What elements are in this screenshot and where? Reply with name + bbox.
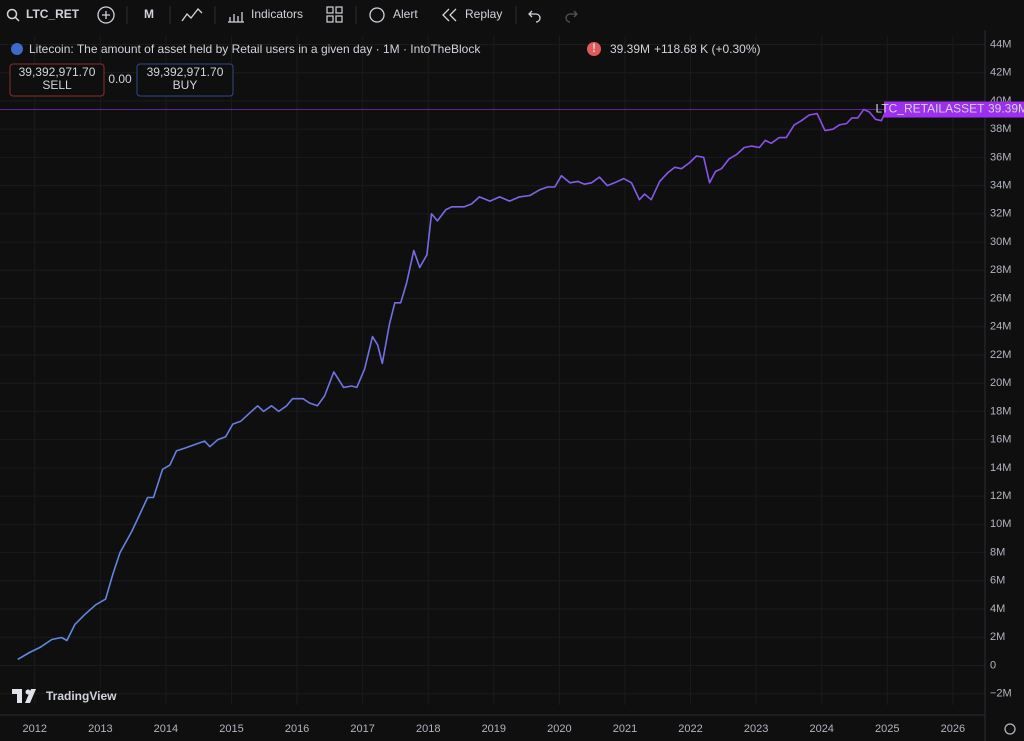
series-name: LTC_RETAILASSETS: [876, 102, 993, 116]
y-tick-label: 34M: [990, 180, 1011, 192]
chart-type[interactable]: [181, 8, 203, 22]
y-tick-label: 26M: [990, 292, 1011, 304]
x-tick-label: 2015: [219, 723, 243, 735]
x-tick-label: 2025: [875, 723, 899, 735]
y-tick-label: 2M: [990, 631, 1005, 643]
search-icon[interactable]: [6, 8, 18, 20]
settings-icon[interactable]: [1004, 723, 1016, 735]
legend-title: Litecoin: The amount of asset held by Re…: [29, 42, 481, 56]
redo[interactable]: [565, 10, 578, 23]
x-tick-label: 2021: [613, 723, 637, 735]
price-tag: [985, 101, 1024, 118]
y-tick-label: 6M: [990, 575, 1005, 587]
y-tick-label: 12M: [990, 490, 1011, 502]
sell-price: 39,392,971.70: [19, 65, 96, 79]
watermark: TradingView: [46, 689, 117, 703]
x-tick-label: 2019: [482, 723, 506, 735]
replay-button[interactable]: Replay: [465, 7, 502, 21]
warning-icon[interactable]: [587, 42, 601, 56]
spread: 0.00: [108, 72, 132, 86]
x-tick-label: 2012: [23, 723, 47, 735]
sell-button[interactable]: [9, 63, 105, 97]
x-tick-label: 2022: [678, 723, 702, 735]
alert-icon[interactable]: [369, 7, 385, 23]
y-tick-label: 18M: [990, 405, 1011, 417]
y-tick-label: 28M: [990, 264, 1011, 276]
y-tick-label: 20M: [990, 377, 1011, 389]
logo-mark: [25, 689, 31, 695]
indicators-icon[interactable]: [228, 12, 244, 23]
x-tick-label: 2017: [350, 723, 374, 735]
y-tick-label: 10M: [990, 518, 1011, 530]
x-tick-label: 2024: [809, 723, 833, 735]
add-symbol-plus: [102, 11, 110, 19]
coin-icon: [11, 43, 23, 55]
y-tick-label: 8M: [990, 546, 1005, 558]
toolbar-bg: [0, 0, 1024, 30]
plot-area: −2M 0 2M 4M 6M 8M 10M 12M 14M 16M 18M 20M 22M 24M 26M 2…: [0, 30, 1012, 741]
y-tick-label: 22M: [990, 349, 1011, 361]
x-tick-label: 2016: [285, 723, 309, 735]
legend-change: +118.68 K (+0.30%): [654, 42, 761, 56]
y-tick-label: 32M: [990, 208, 1011, 220]
series-line: [17, 108, 888, 661]
y-tick-label: 44M: [990, 38, 1011, 50]
x-tick-label: 2023: [744, 723, 768, 735]
indicators-button[interactable]: Indicators: [251, 7, 303, 21]
warning-mark: !: [592, 41, 596, 55]
templates-icon[interactable]: [326, 6, 343, 23]
y-tick-label: 42M: [990, 67, 1011, 79]
buy-price: 39,392,971.70: [147, 65, 224, 79]
alert-button[interactable]: Alert: [393, 7, 418, 21]
y-tick-label: 16M: [990, 434, 1011, 446]
add-symbol[interactable]: [97, 6, 115, 24]
y-tick-label: 30M: [990, 236, 1011, 248]
y-tick-label: 14M: [990, 462, 1011, 474]
x-tick-label: 2020: [547, 723, 571, 735]
x-tick-label: 2014: [154, 723, 178, 735]
x-tick-label: 2013: [88, 723, 112, 735]
toolbar: LTC_RET M Indicators Alert Replay: [0, 0, 1024, 30]
y-tick-label: 38M: [990, 123, 1011, 135]
legend-last: 39.39M: [610, 42, 650, 56]
x-tick-label: 2018: [416, 723, 440, 735]
y-tick-label: 36M: [990, 151, 1011, 163]
buy-button[interactable]: [136, 63, 234, 97]
search-icon: [14, 16, 20, 22]
replay-icon[interactable]: [442, 8, 457, 22]
y-tick-label: 4M: [990, 603, 1005, 615]
y-tick-label: −2M: [990, 688, 1012, 700]
x-tick-label: 2026: [941, 723, 965, 735]
buy-label: BUY: [173, 78, 198, 92]
y-tick-label: 24M: [990, 321, 1011, 333]
symbol[interactable]: LTC_RET: [26, 7, 80, 21]
sell-label: SELL: [42, 78, 72, 92]
series-tag: [884, 101, 985, 118]
interval[interactable]: M: [144, 7, 154, 21]
price-label: 39.39M: [988, 102, 1024, 116]
undo[interactable]: [528, 10, 541, 23]
y-tick-label: 0: [990, 659, 996, 671]
